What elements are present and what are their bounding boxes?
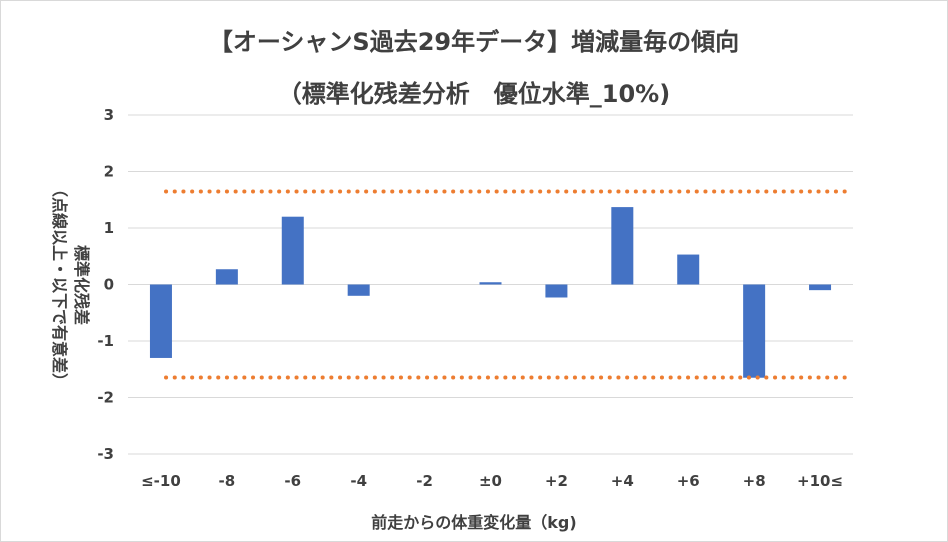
chart-title-line-1: 【オーシャンS過去29年データ】増減量毎の傾向 [208,28,740,56]
gridlines [128,114,853,455]
bar-2 [215,269,238,285]
x-tick-label: ±0 [479,472,502,490]
x-tick-label: ≤-10 [141,472,181,490]
bar-11 [809,284,832,291]
bar-3 [281,216,304,285]
bar-1 [149,284,172,358]
bar-6 [479,282,502,285]
x-tick-label: +6 [677,472,700,490]
x-tick-label: +8 [743,472,766,490]
bar-9 [677,254,700,285]
x-tick-label: +2 [545,472,568,490]
y-tick-label: 3 [104,106,114,124]
x-axis-title: 前走からの体重変化量（kg) [371,513,577,532]
significance-lines [164,189,848,380]
bars [149,207,832,378]
bar-7 [545,284,568,298]
chart-title-line-2: （標準化残差分析 優位水準_10%) [277,80,671,108]
bar-10 [743,284,766,378]
y-tick-label: -3 [97,445,114,463]
y-tick-label: 0 [104,276,114,294]
y-tick-label: -2 [97,389,114,407]
x-tick-label: -8 [219,472,236,490]
x-tick-label: -2 [416,472,433,490]
x-tick-label: +4 [611,472,634,490]
y-tick-label: 2 [104,163,114,181]
y-tick-label: -1 [97,332,114,350]
x-tick-label: -6 [284,472,301,490]
bar-4 [347,284,370,296]
y-tick-label: 1 [104,219,114,237]
x-tick-label: +10≤ [797,472,843,490]
y-axis-ticks: 3 2 1 0 -1 -2 -3 [97,106,114,463]
x-tick-label: -4 [350,472,367,490]
x-axis-ticks: ≤-10 -8 -6 -4 -2 ±0 +2 +4 +6 +8 +10≤ [141,472,843,490]
bar-8 [611,207,634,285]
